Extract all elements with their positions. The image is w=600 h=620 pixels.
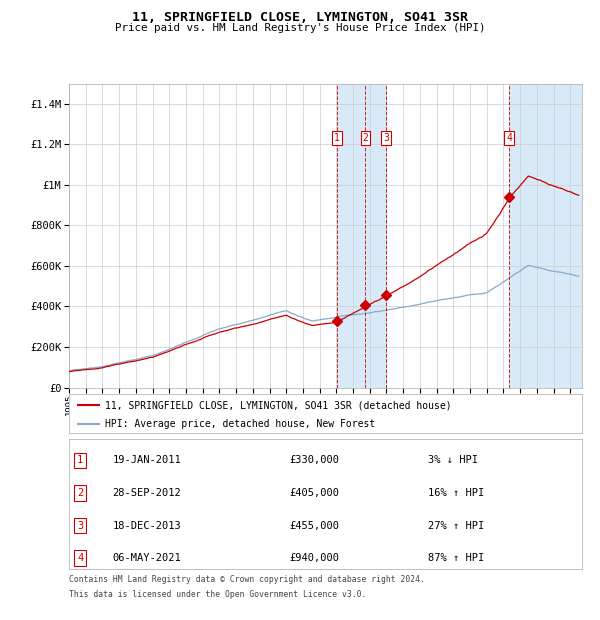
Text: 4: 4	[506, 133, 512, 143]
Text: This data is licensed under the Open Government Licence v3.0.: This data is licensed under the Open Gov…	[69, 590, 367, 600]
Text: 28-SEP-2012: 28-SEP-2012	[113, 488, 181, 498]
Text: £405,000: £405,000	[290, 488, 340, 498]
Text: 4: 4	[77, 553, 83, 563]
Bar	[337, 84, 386, 388]
Text: 2: 2	[362, 133, 368, 143]
Text: 1: 1	[77, 456, 83, 466]
Text: 16% ↑ HPI: 16% ↑ HPI	[428, 488, 484, 498]
Text: 3% ↓ HPI: 3% ↓ HPI	[428, 456, 478, 466]
Text: 87% ↑ HPI: 87% ↑ HPI	[428, 553, 484, 563]
Text: Price paid vs. HM Land Registry's House Price Index (HPI): Price paid vs. HM Land Registry's House …	[115, 23, 485, 33]
Text: 3: 3	[77, 521, 83, 531]
Bar	[509, 84, 582, 388]
Text: 18-DEC-2013: 18-DEC-2013	[113, 521, 181, 531]
Text: 1: 1	[334, 133, 340, 143]
Text: 19-JAN-2011: 19-JAN-2011	[113, 456, 181, 466]
Text: 2: 2	[77, 488, 83, 498]
Text: HPI: Average price, detached house, New Forest: HPI: Average price, detached house, New …	[105, 419, 375, 429]
Text: Contains HM Land Registry data © Crown copyright and database right 2024.: Contains HM Land Registry data © Crown c…	[69, 575, 425, 585]
Text: 06-MAY-2021: 06-MAY-2021	[113, 553, 181, 563]
Text: 3: 3	[383, 133, 389, 143]
Text: £940,000: £940,000	[290, 553, 340, 563]
Text: 27% ↑ HPI: 27% ↑ HPI	[428, 521, 484, 531]
Text: 11, SPRINGFIELD CLOSE, LYMINGTON, SO41 3SR (detached house): 11, SPRINGFIELD CLOSE, LYMINGTON, SO41 3…	[105, 400, 452, 410]
Text: £330,000: £330,000	[290, 456, 340, 466]
Text: 11, SPRINGFIELD CLOSE, LYMINGTON, SO41 3SR: 11, SPRINGFIELD CLOSE, LYMINGTON, SO41 3…	[132, 11, 468, 24]
Text: £455,000: £455,000	[290, 521, 340, 531]
